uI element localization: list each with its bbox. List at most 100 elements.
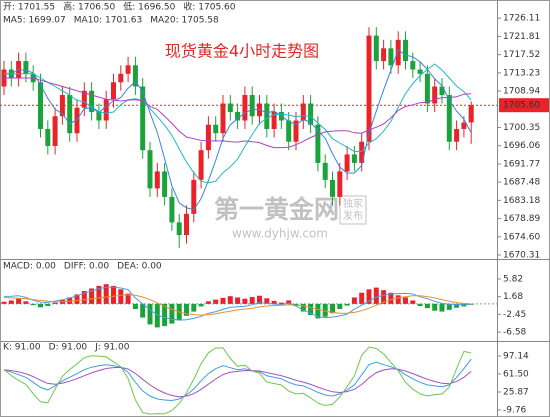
legend-entry: MA10: 1701.63 [74, 16, 142, 26]
y-tick-label: -6.58 [503, 328, 527, 338]
y-tick-label: 97.14 [503, 351, 529, 361]
macd-bar [432, 303, 438, 311]
watermark: 第一黄金网 独家 发布 www.dyhjw.com [214, 195, 367, 241]
legend-entry: MA5: 1699.07 [3, 16, 66, 26]
y-tick-label: 1713.23 [503, 68, 540, 78]
candle-body [410, 61, 416, 70]
candle-body [432, 86, 438, 104]
macd-bar [439, 303, 445, 312]
y-tick-label: 1674.60 [503, 232, 540, 242]
candle-body [140, 86, 146, 151]
macd-bar [359, 292, 365, 304]
candle-body [96, 111, 102, 121]
candle-body [461, 122, 467, 129]
legend-entry: K: 91.00 [3, 343, 41, 353]
macd-bar [30, 303, 36, 306]
candle-body [381, 48, 387, 62]
candle-body [271, 111, 277, 129]
candle-body [74, 107, 80, 134]
indicator-line [3, 366, 472, 398]
macd-bar [198, 303, 204, 307]
macd-bar [330, 303, 335, 314]
macd-bar [424, 303, 430, 309]
candle-body [344, 154, 350, 172]
macd-bar [264, 298, 270, 304]
candle-body [176, 222, 182, 236]
macd-bar [227, 296, 233, 304]
y-tick-label: 1683.18 [503, 196, 540, 206]
y-tick-label: 1717.52 [503, 50, 540, 60]
macd-bar [169, 303, 175, 324]
indicator-line [3, 346, 472, 415]
watermark-name: 第一黄金网 [214, 195, 339, 224]
macd-bar [454, 303, 460, 308]
candle-body [424, 73, 430, 104]
macd-bar [381, 290, 387, 304]
macd-bar [67, 297, 73, 304]
watermark-badge-text: 独家 [343, 197, 363, 210]
candle-body [337, 171, 343, 197]
candle-body [67, 95, 73, 134]
candle-body [315, 124, 321, 163]
macd-bar [118, 289, 124, 304]
watermark-badge [339, 195, 367, 225]
macd-bar [351, 297, 357, 304]
macd-bar [257, 295, 262, 304]
macd-bar [220, 297, 226, 304]
macd-bar [111, 285, 116, 304]
candle-body [235, 111, 241, 121]
y-tick-label: -2.45 [503, 310, 526, 320]
candle-body [454, 128, 460, 142]
candle-body [293, 120, 299, 142]
candle-body [111, 82, 116, 100]
y-tick-label: 1721.81 [503, 32, 540, 42]
indicator-line [3, 294, 472, 316]
macd-bar [300, 303, 306, 312]
macd-bar [16, 298, 22, 304]
candle-body [59, 95, 65, 117]
candle-body [366, 35, 372, 142]
indicator-line [4, 49, 472, 211]
macd-bar [373, 287, 379, 304]
macd-bar [271, 300, 277, 304]
candle-body [395, 39, 401, 66]
macd-bar [52, 302, 58, 304]
macd-bar [213, 299, 219, 304]
legend-entry: D: 91.00 [49, 343, 88, 353]
macd-bar [140, 303, 146, 318]
y-tick-label: 1726.11 [503, 14, 540, 24]
y-tick-label: 61.50 [503, 369, 529, 379]
macd-bar [308, 303, 314, 316]
candle-body [308, 103, 314, 125]
candle-body [52, 116, 58, 146]
candle-body [242, 95, 248, 121]
y-tick-label: 25.87 [503, 387, 529, 397]
macd-bar [154, 303, 160, 328]
candle-body [191, 179, 197, 214]
macd-bar [191, 303, 197, 312]
macd-bar [184, 303, 189, 316]
candle-body [205, 124, 211, 151]
legend-entry: 开: 1701.55 [3, 2, 55, 13]
macd-bar [81, 291, 87, 304]
candle-body [220, 103, 226, 134]
macd-bar [162, 303, 168, 327]
last-price-box [499, 98, 549, 113]
candle-body [38, 82, 43, 129]
candle-body [359, 141, 365, 163]
watermark-url: www.dyhjw.com [232, 227, 328, 241]
candle-body [446, 95, 452, 142]
candle-body [286, 120, 292, 142]
y-tick-label: -9.76 [503, 405, 527, 415]
candle-body [439, 86, 445, 96]
macd-bar [45, 303, 51, 307]
candle-body [162, 171, 168, 197]
candle-body [103, 99, 109, 121]
macd-bar [103, 284, 109, 304]
candle-body [154, 171, 160, 189]
macd-bar [366, 289, 372, 304]
candle-body [264, 103, 270, 129]
candle-body [198, 150, 204, 180]
macd-bar [344, 303, 350, 306]
